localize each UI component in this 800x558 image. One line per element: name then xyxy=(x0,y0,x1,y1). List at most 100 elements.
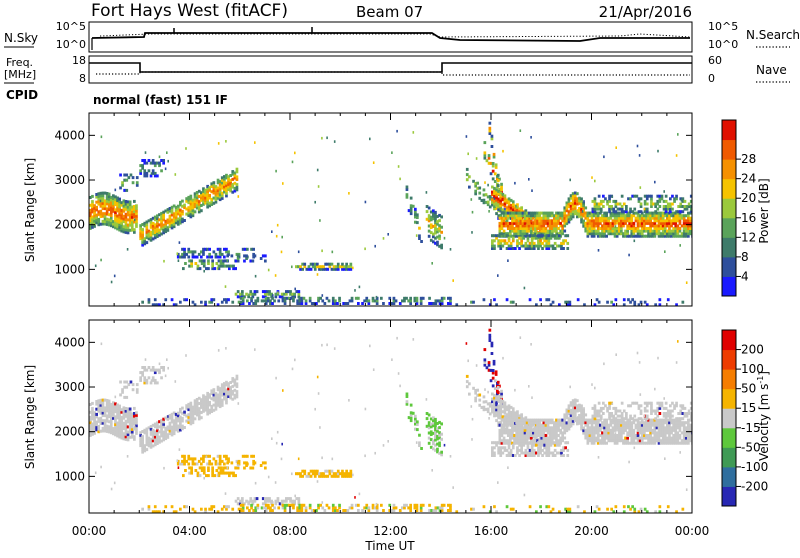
velocity-cell xyxy=(187,455,190,458)
power-cell xyxy=(162,159,165,162)
velocity-cell xyxy=(326,475,329,478)
velocity-cell xyxy=(102,401,105,404)
power-cell xyxy=(471,231,473,234)
power-cell xyxy=(248,302,251,305)
power-cell xyxy=(192,214,195,217)
velocity-cell xyxy=(608,404,611,407)
power-cell xyxy=(665,195,668,198)
power-cell xyxy=(444,237,446,240)
power-cell xyxy=(493,153,496,156)
power-cell xyxy=(503,230,506,233)
power-cell xyxy=(436,241,439,244)
power-cell xyxy=(491,135,494,138)
power-cell xyxy=(135,220,138,223)
velocity-cell xyxy=(219,463,222,466)
power-cell xyxy=(640,210,643,213)
power-cell xyxy=(409,297,412,300)
power-cell xyxy=(508,239,511,242)
power-cell xyxy=(468,175,471,178)
velocity-cell xyxy=(420,509,423,512)
power-cell xyxy=(231,301,234,304)
velocity-cell xyxy=(162,369,165,372)
velocity-cell xyxy=(219,455,222,458)
power-cell xyxy=(101,136,103,139)
velocity-cell xyxy=(495,370,498,373)
power-cell xyxy=(416,213,419,216)
power-cell xyxy=(686,281,688,284)
velocity-cell xyxy=(405,504,408,507)
power-cell xyxy=(119,174,122,177)
power-cell xyxy=(676,154,678,157)
beam-label: Beam 07 xyxy=(356,3,423,21)
power-cell xyxy=(497,184,500,187)
velocity-cell xyxy=(129,408,132,411)
power-cell xyxy=(488,154,491,157)
power-cell xyxy=(352,267,354,270)
velocity-cell xyxy=(602,402,605,405)
power-cell xyxy=(679,244,681,247)
velocity-cell xyxy=(97,425,100,428)
power-cell xyxy=(410,212,413,215)
velocity-cell xyxy=(301,509,304,512)
velocity-cell xyxy=(241,500,244,503)
power-cell xyxy=(237,254,240,257)
nsearch-trace xyxy=(100,34,690,37)
velocity-cell xyxy=(162,420,165,423)
power-cell xyxy=(305,302,308,305)
power-cell xyxy=(487,201,490,204)
power-cell xyxy=(145,151,147,154)
velocity-cell xyxy=(119,393,122,396)
power-cell xyxy=(277,292,279,295)
velocity-cell xyxy=(612,415,615,418)
power-cell xyxy=(196,256,199,259)
velocity-cell xyxy=(626,437,629,440)
velocity-cell xyxy=(285,500,288,503)
power-cell xyxy=(211,259,214,262)
power-cell xyxy=(254,254,257,257)
power-cell xyxy=(420,302,423,305)
velocity-cell xyxy=(128,383,131,386)
power-cell xyxy=(319,219,321,222)
velocity-cell xyxy=(493,446,496,449)
power-cell xyxy=(223,256,226,259)
velocity-cell xyxy=(621,415,624,418)
velocity-cell xyxy=(658,437,661,440)
power-cell xyxy=(605,212,608,215)
power-cell xyxy=(640,203,643,206)
velocity-cell xyxy=(368,506,371,509)
velocity-cell xyxy=(416,420,419,423)
power-cell xyxy=(374,245,376,248)
velocity-cell xyxy=(406,400,409,403)
power-cell xyxy=(489,122,492,125)
power-cell xyxy=(403,299,406,302)
power-cell xyxy=(236,178,239,181)
power-cell xyxy=(125,189,128,192)
power-cell xyxy=(396,130,398,133)
power-cell xyxy=(598,195,601,198)
power-cell xyxy=(566,242,569,245)
power-cell xyxy=(100,259,102,262)
velocity-cell xyxy=(211,469,214,472)
velocity-cell xyxy=(135,419,138,422)
velocity-cell xyxy=(237,464,240,467)
power-cell xyxy=(206,249,208,252)
power-cell xyxy=(317,273,319,276)
power-cell xyxy=(606,301,609,304)
velocity-cell xyxy=(610,412,613,415)
velocity-cell xyxy=(334,506,337,509)
power-cell xyxy=(507,259,509,262)
velocity-cell xyxy=(499,449,502,452)
power-cell xyxy=(135,204,138,207)
velocity-cell xyxy=(347,509,350,512)
power-cell xyxy=(322,294,324,297)
power-cell xyxy=(636,195,639,198)
power-cell xyxy=(208,248,211,251)
velocity-cell xyxy=(414,417,417,420)
power-cell xyxy=(159,156,161,159)
power-cell xyxy=(612,208,615,211)
velocity-cell xyxy=(608,407,611,410)
power-cell xyxy=(334,299,337,302)
power-cell xyxy=(284,302,287,305)
power-cell xyxy=(190,195,193,198)
power-cell xyxy=(640,186,642,189)
